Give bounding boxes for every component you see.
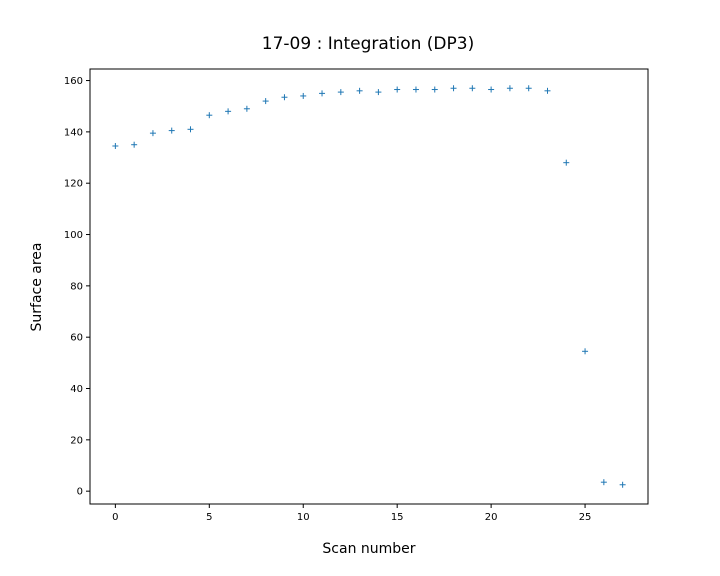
- y-tick-label: 160: [64, 76, 83, 87]
- data-series: [112, 85, 626, 488]
- y-tick-label: 140: [64, 127, 83, 138]
- data-point: [412, 86, 419, 93]
- x-tick-label: 5: [206, 512, 212, 523]
- y-axis: 0 20 40 60 80 100 120 140 160: [64, 76, 90, 498]
- x-tick-label: 15: [391, 512, 404, 523]
- x-tick-label: 0: [112, 512, 118, 523]
- data-point: [149, 130, 156, 137]
- data-point: [168, 127, 175, 134]
- y-tick-label: 40: [70, 384, 83, 395]
- data-point: [600, 479, 607, 486]
- data-point: [337, 89, 344, 96]
- data-point: [356, 87, 363, 94]
- data-point: [281, 94, 288, 101]
- data-point: [582, 348, 589, 355]
- y-tick-label: 0: [77, 487, 83, 498]
- plot-frame: [89, 68, 649, 505]
- y-tick-label: 60: [70, 333, 83, 344]
- data-point: [431, 86, 438, 93]
- data-point: [450, 85, 457, 92]
- y-tick-label: 20: [70, 435, 83, 446]
- x-axis-label: Scan number: [322, 541, 415, 557]
- x-tick-label: 10: [297, 512, 310, 523]
- y-tick-label: 100: [64, 230, 83, 241]
- y-tick-label: 120: [64, 179, 83, 190]
- data-point: [619, 481, 626, 488]
- y-axis-label: Surface area: [29, 242, 45, 331]
- data-point: [131, 141, 138, 148]
- data-point: [469, 85, 476, 92]
- data-point: [488, 86, 495, 93]
- data-point: [262, 98, 269, 105]
- data-point: [206, 112, 213, 119]
- data-point: [506, 85, 513, 92]
- y-tick-label: 80: [70, 281, 83, 292]
- data-point: [225, 108, 232, 115]
- data-point: [319, 90, 326, 97]
- data-point: [112, 142, 119, 149]
- x-tick-label: 20: [485, 512, 498, 523]
- x-tick-label: 25: [579, 512, 592, 523]
- data-point: [187, 126, 194, 133]
- data-point: [525, 85, 532, 92]
- data-point: [375, 89, 382, 96]
- data-point: [544, 87, 551, 94]
- data-point: [243, 105, 250, 112]
- chart-title: 17-09 : Integration (DP3): [262, 34, 474, 54]
- x-axis: 0 5 10 15 20 25: [112, 504, 591, 523]
- data-point: [300, 92, 307, 99]
- data-point: [563, 159, 570, 166]
- data-point: [394, 86, 401, 93]
